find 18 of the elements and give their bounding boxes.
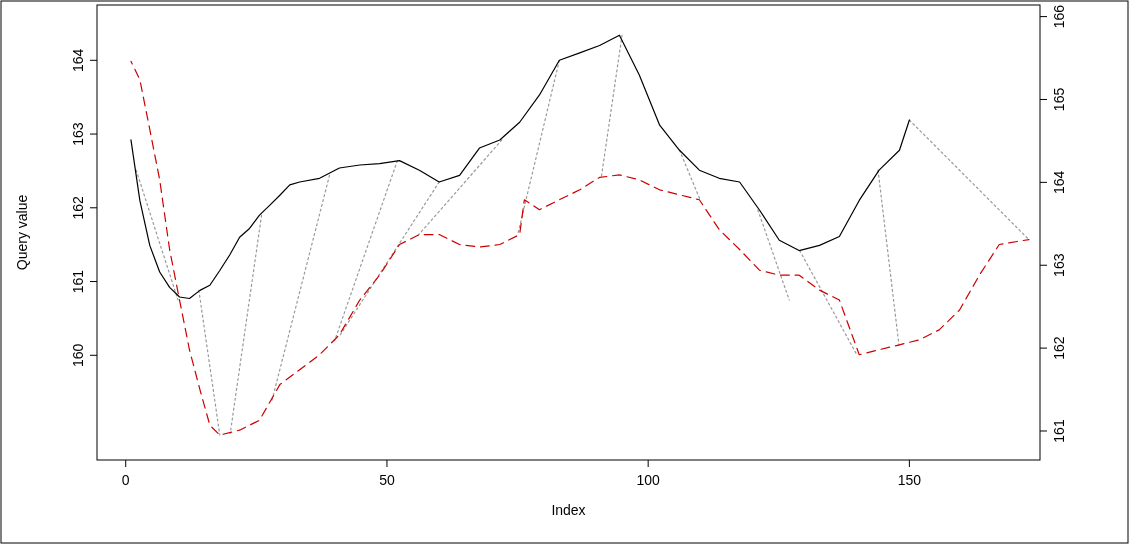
y-tick-label: 162 <box>70 195 86 220</box>
x-tick-label: 0 <box>121 472 130 488</box>
x-tick-label: 50 <box>379 472 395 488</box>
x-tick-label: 100 <box>636 472 661 488</box>
y-tick-label: 163 <box>70 122 86 146</box>
y-tick-label: 161 <box>70 269 86 294</box>
y2-tick-label: 162 <box>1051 336 1067 360</box>
y-tick-label: 160 <box>70 343 86 367</box>
line-series <box>130 34 910 300</box>
y2-tick-label: 165 <box>1051 87 1067 112</box>
y2-tick-label: 163 <box>1051 253 1067 277</box>
y-tick-label: 164 <box>70 48 86 72</box>
y-axis-title: Query value <box>14 194 30 271</box>
y2-tick-label: 166 <box>1051 4 1067 29</box>
y2-tick-label: 164 <box>1051 170 1067 195</box>
x-axis-title: Index <box>551 502 586 518</box>
y2-tick-label: 161 <box>1051 419 1067 443</box>
x-tick-label: 150 <box>897 472 922 488</box>
